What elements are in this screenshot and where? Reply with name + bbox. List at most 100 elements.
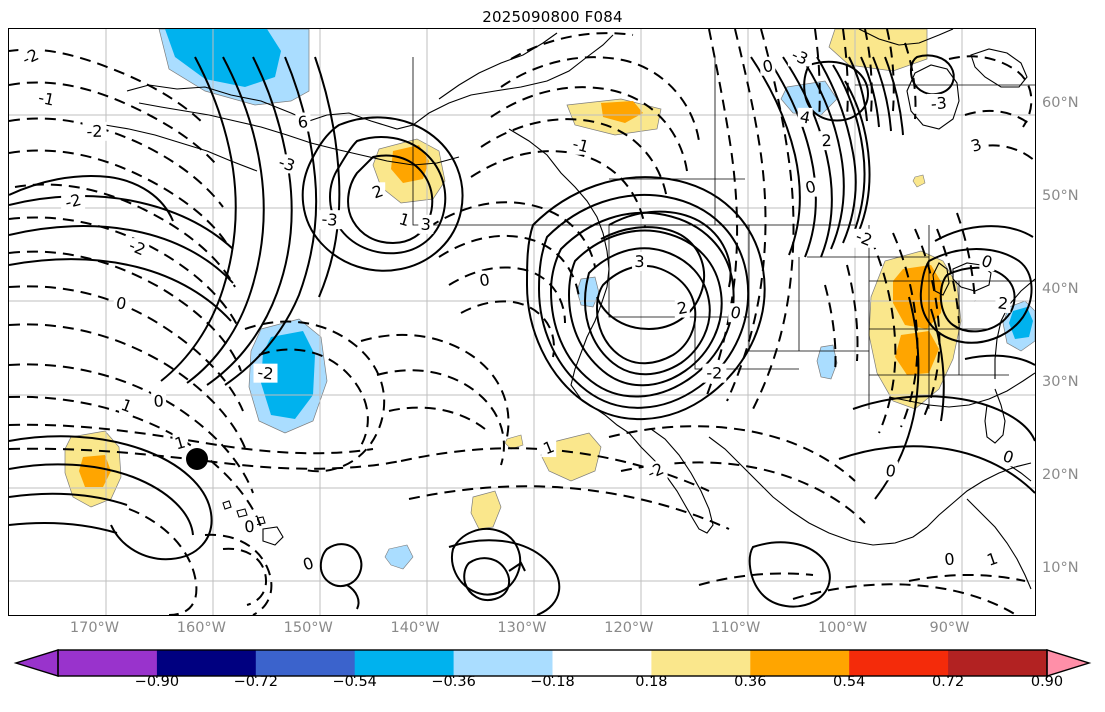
contour-pos xyxy=(301,116,464,272)
shade-southern-plains-cool xyxy=(816,344,838,380)
contour-pos xyxy=(9,492,128,506)
contour-pos xyxy=(9,463,194,536)
contour-neg xyxy=(698,572,814,586)
colorbar-tick-label-1: −0.72 xyxy=(233,674,279,690)
colorbar-segment-5[interactable] xyxy=(552,650,652,676)
contour-pos xyxy=(9,258,232,322)
border-canada-us xyxy=(412,57,855,226)
contour-label-mask xyxy=(541,438,557,458)
lat-tick-label-0: 60°N xyxy=(1042,95,1079,112)
contour-label: -2 xyxy=(19,45,41,69)
contour-label-mask xyxy=(300,554,316,574)
contour-label: 0 xyxy=(884,461,897,481)
contour-pos xyxy=(329,136,447,255)
lat-tick-label-1: 50°N xyxy=(1042,188,1079,205)
contour-pos xyxy=(463,557,511,601)
colorbar-segment-3[interactable] xyxy=(354,650,455,676)
contour-pos xyxy=(9,522,118,534)
colorbar-segment-0[interactable] xyxy=(58,650,158,676)
colorbar-segment-7[interactable] xyxy=(750,650,850,676)
colorbar-segment-8[interactable] xyxy=(849,650,949,676)
contour-label: 1 xyxy=(172,432,187,453)
lon-tick-label-3: 140°W xyxy=(390,620,440,636)
border-states-11 xyxy=(694,317,799,370)
colorbar[interactable]: −0.90 −0.72 −0.54 −0.36 −0.18 0.18 0.36 0.54 0.7… xyxy=(0,648,1105,712)
coast-bering xyxy=(104,124,258,172)
lat-tick-label-3: 30°N xyxy=(1042,374,1079,391)
contour-label: -3 xyxy=(930,93,947,113)
contour-neg xyxy=(846,264,859,362)
contour-neg xyxy=(9,216,240,330)
colorbar-extend-min[interactable] xyxy=(13,649,59,677)
marker-layer xyxy=(186,448,208,470)
colorbar-segment-2[interactable] xyxy=(255,650,356,676)
coast-arctic-islands xyxy=(970,48,1028,88)
contour-pos xyxy=(346,584,360,610)
contour-pos xyxy=(800,56,845,250)
contour-label-mask xyxy=(151,391,167,411)
colorbar-segment-4[interactable] xyxy=(453,650,553,676)
contour-neg xyxy=(9,81,216,164)
contour-label: 2 xyxy=(821,131,832,150)
contour-pos xyxy=(748,541,831,608)
colorbar-segment-9[interactable] xyxy=(948,650,1048,676)
contour-pos xyxy=(508,561,526,572)
contour-pos xyxy=(583,247,711,376)
colorbar-tick-label-8: 0.72 xyxy=(931,674,965,690)
coast-hudson-bay xyxy=(906,64,960,130)
shade-cpac-core xyxy=(261,331,315,419)
lon-tick-label-2: 150°W xyxy=(283,620,333,636)
lon-tick-label-1: 160°W xyxy=(176,620,227,636)
contour-neg xyxy=(14,183,236,288)
contour-neg xyxy=(914,228,941,420)
contour-label-mask xyxy=(396,210,412,230)
positive-contour-layer xyxy=(9,54,1035,615)
contour-label: 0 xyxy=(729,302,743,323)
contour-label: 0 xyxy=(761,56,775,77)
contour-label-mask xyxy=(819,131,835,151)
coastline-layer xyxy=(104,29,1035,590)
contour-pos xyxy=(803,60,869,122)
contour-label-mask xyxy=(995,293,1011,313)
colorbar-segment-6[interactable] xyxy=(651,650,751,676)
shade-bc-core xyxy=(601,101,643,123)
colorbar-tick-label-6: 0.36 xyxy=(734,674,767,690)
contour-neg xyxy=(908,574,1026,582)
contour-label-mask xyxy=(803,177,819,197)
contour-neg xyxy=(964,109,1032,126)
contour-label-mask xyxy=(852,228,876,248)
coast-alaska-interior xyxy=(438,32,558,100)
contour-label: -3 xyxy=(789,45,811,69)
contour-pos xyxy=(860,56,880,128)
contour-pos xyxy=(9,225,234,284)
shade-nw-hawaii-core xyxy=(79,455,111,487)
lat-tick-label-4: 20°N xyxy=(1042,467,1079,484)
coast-bc xyxy=(508,128,610,270)
contour-label: -3 xyxy=(276,152,297,175)
contour-label-mask xyxy=(984,549,1000,569)
contour-label-mask xyxy=(643,461,668,481)
contour-neg xyxy=(886,29,895,112)
contour-label-mask xyxy=(568,135,593,155)
contour-pos xyxy=(919,248,1033,344)
colorbar-tick-label-2: −0.54 xyxy=(332,674,377,690)
contour-neg xyxy=(608,425,856,482)
contour-neg xyxy=(448,266,566,324)
shade-miss-valley-core2 xyxy=(895,331,939,375)
colorbar-tick-label-9: 0.90 xyxy=(1030,674,1064,690)
coast-hawaii-kauai xyxy=(222,500,232,510)
colorbar-extend-max[interactable] xyxy=(1046,649,1092,677)
contour-label: 2 xyxy=(675,298,689,319)
contour-pos xyxy=(930,308,945,422)
colorbar-segment-1[interactable] xyxy=(156,650,257,676)
contour-neg xyxy=(428,201,596,268)
contour-pos xyxy=(782,56,833,258)
contour-pos xyxy=(549,211,735,398)
colorbar-swatches[interactable] xyxy=(0,648,1105,678)
coast-us-east xyxy=(994,278,1035,379)
contour-pos xyxy=(9,195,234,250)
contour-label-mask xyxy=(370,182,386,202)
contour-neg xyxy=(222,547,267,606)
shade-speck-tropical xyxy=(384,544,414,570)
